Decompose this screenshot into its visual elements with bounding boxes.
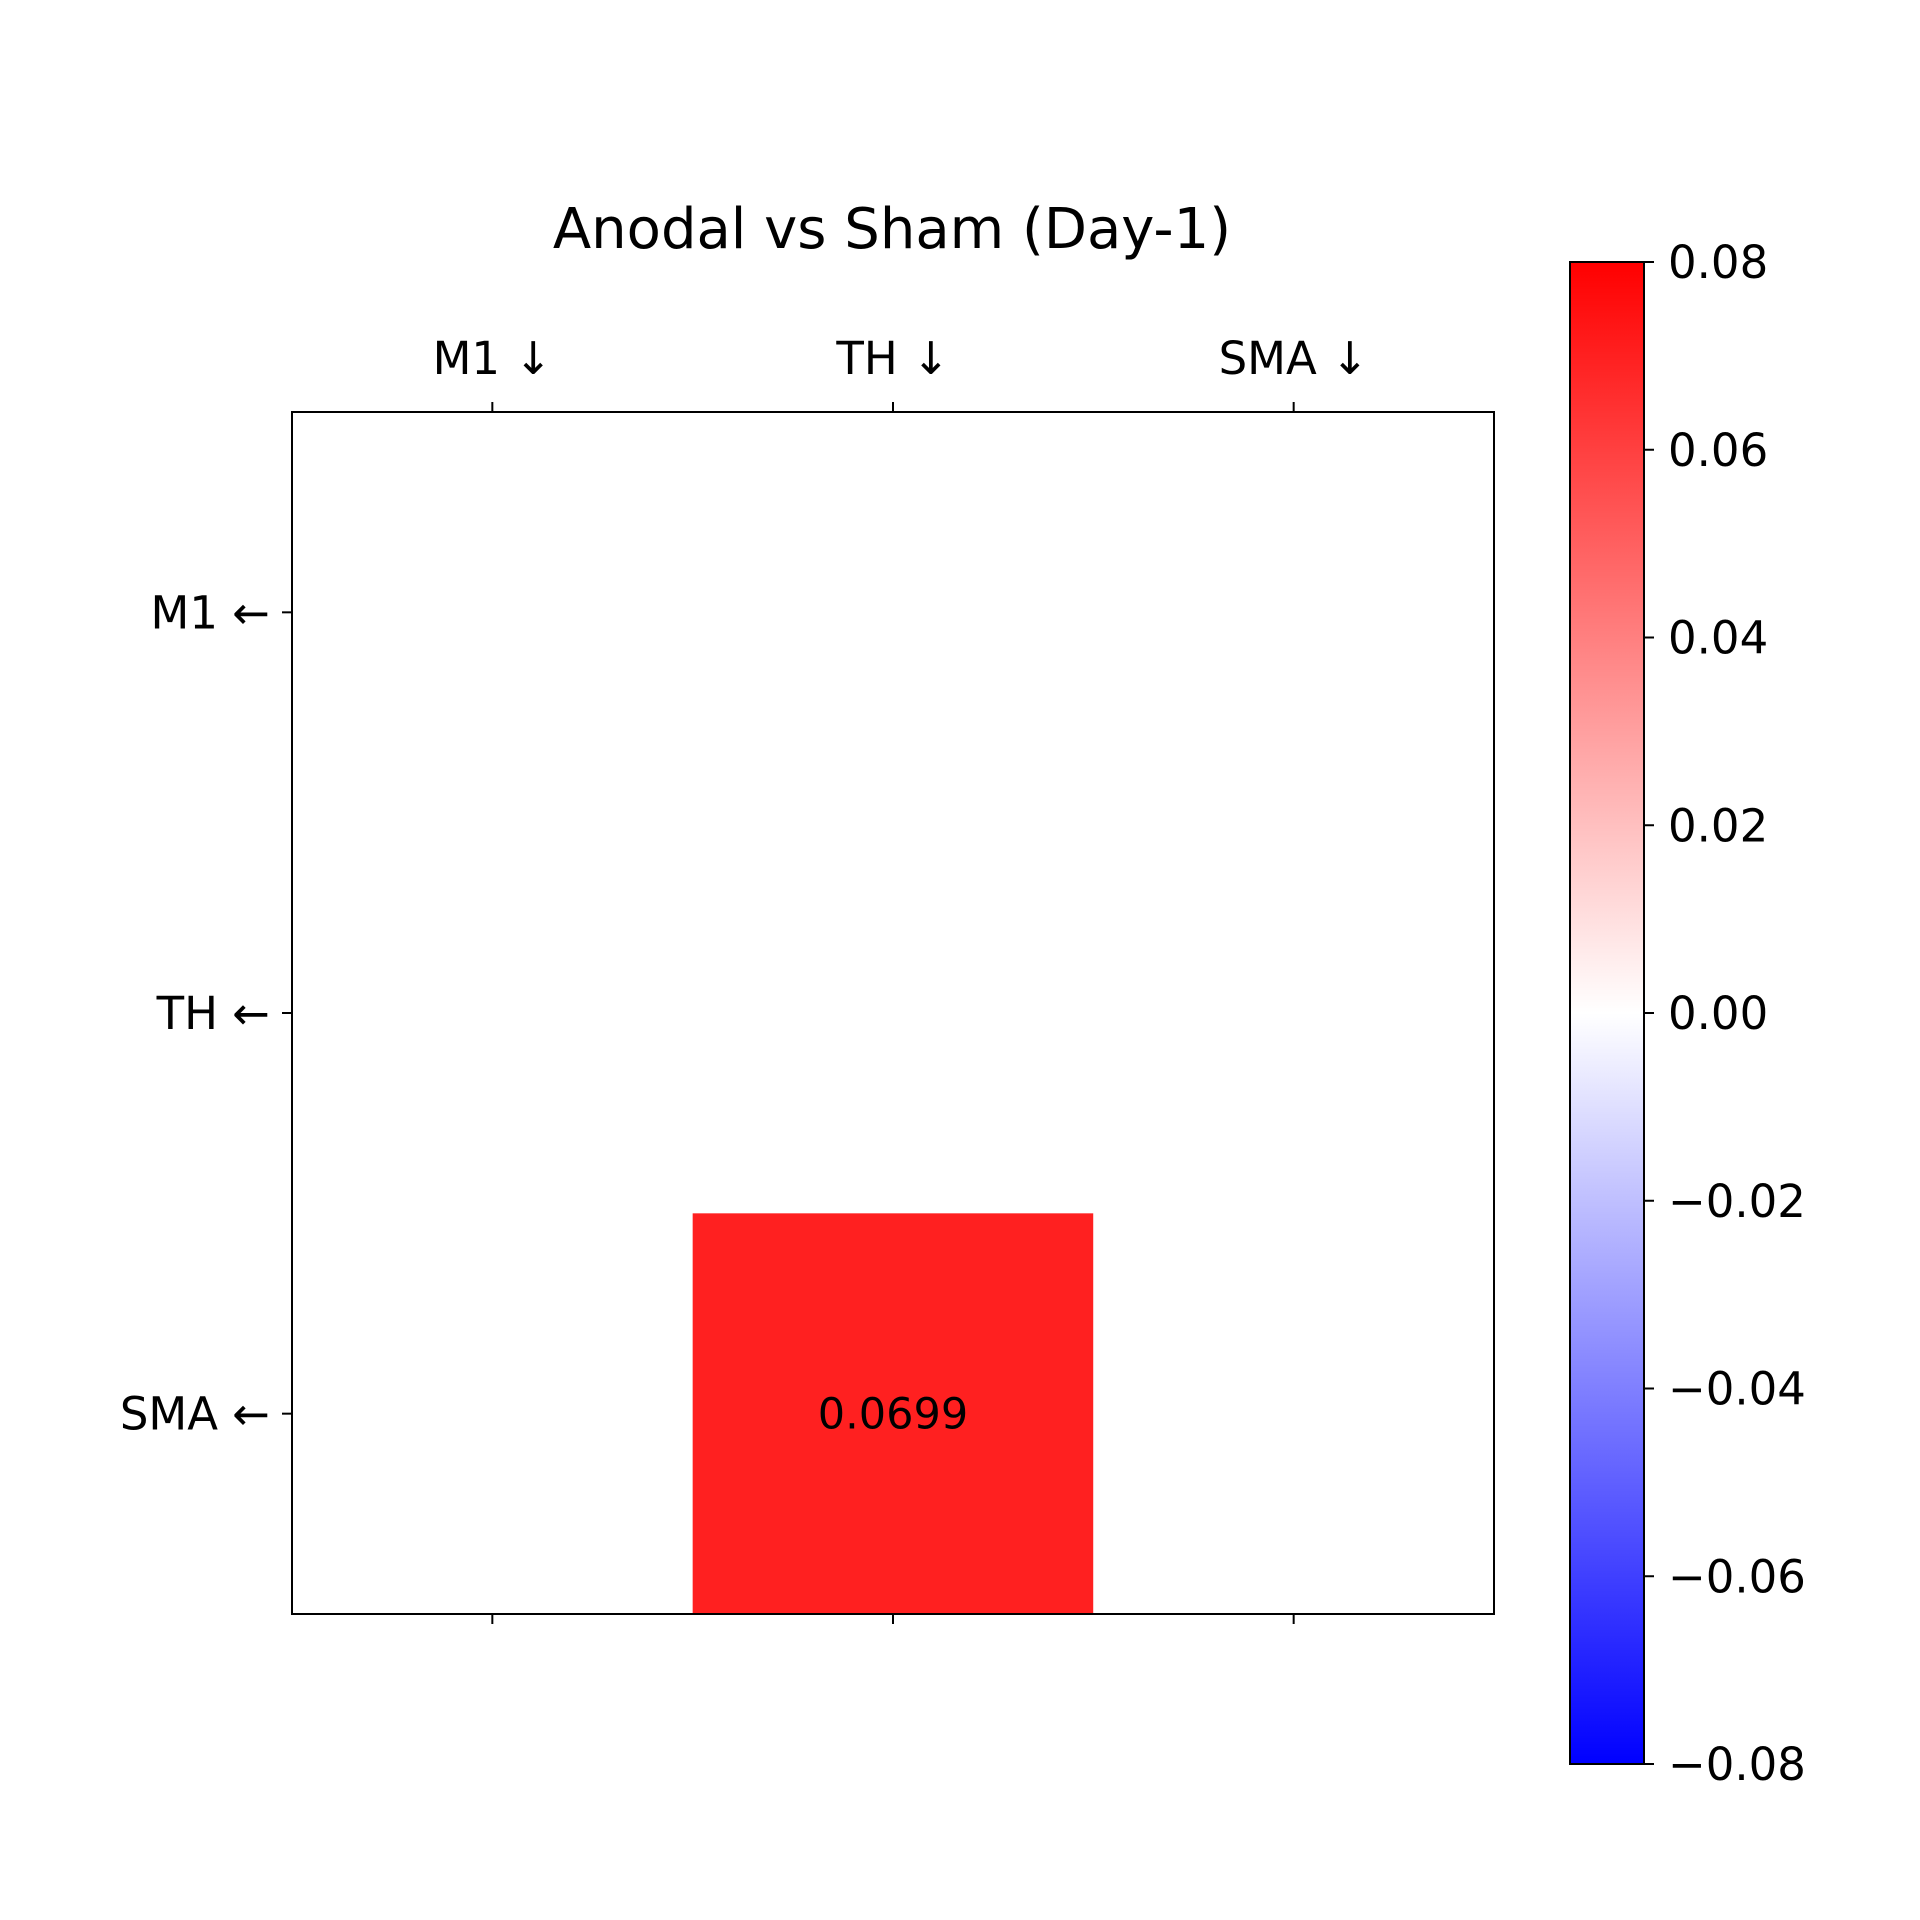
heatmap-cell-r2-c2	[1093, 1213, 1494, 1614]
colorbar-tick-label: 0.04	[1668, 612, 1768, 665]
heatmap-annotations: 0.0699	[818, 1390, 968, 1440]
colorbar-tick-label: −0.02	[1668, 1175, 1806, 1228]
colorbar: 0.08 0.06 0.04 0.02 0.00 −0.02 −0.04 −0.06 −0.08	[1569, 236, 1806, 1791]
heatmap-cell-r0-c0	[292, 412, 693, 813]
x-tick-label: M1 ↓	[433, 332, 552, 385]
colorbar-tick-label: 0.08	[1668, 236, 1768, 289]
colorbar-gradient	[1569, 261, 1645, 1765]
heatmap-cell-r2-c1	[692, 1213, 1094, 1614]
y-tick-label: TH ←	[156, 987, 270, 1040]
heatmap-cell-r1-c2	[1093, 812, 1494, 1214]
colorbar-tick-label: 0.02	[1668, 799, 1768, 852]
heatmap-cells	[292, 412, 1494, 1614]
colorbar-tick-label: 0.00	[1668, 987, 1768, 1040]
heatmap-cell-r1-c0	[292, 812, 693, 1214]
y-axis: M1 ← TH ← SMA ←	[120, 586, 292, 1441]
heatmap-cell-r2-c0	[292, 1213, 693, 1614]
heatmap-cell-r1-c1	[692, 812, 1094, 1214]
x-axis: M1 ↓ TH ↓ SMA ↓	[433, 332, 1369, 1624]
cell-value-label: 0.0699	[818, 1390, 968, 1440]
y-tick-label: M1 ←	[151, 586, 270, 639]
y-tick-label: SMA ←	[120, 1388, 270, 1441]
chart-title: Anodal vs Sham (Day-1)	[553, 197, 1231, 262]
x-tick-label: SMA ↓	[1219, 332, 1369, 385]
heatmap-cell-r0-c2	[1093, 412, 1494, 813]
colorbar-tick-label: −0.06	[1668, 1550, 1806, 1603]
colorbar-tick-label: −0.04	[1668, 1363, 1806, 1416]
colorbar-tick-label: 0.06	[1668, 424, 1768, 477]
colorbar-tick-label: −0.08	[1668, 1738, 1806, 1791]
colorbar-ticks: 0.08 0.06 0.04 0.02 0.00 −0.02 −0.04 −0.06 −0.08	[1644, 236, 1806, 1791]
x-tick-label: TH ↓	[835, 332, 949, 385]
heatmap-cell-r0-c1	[692, 412, 1094, 813]
